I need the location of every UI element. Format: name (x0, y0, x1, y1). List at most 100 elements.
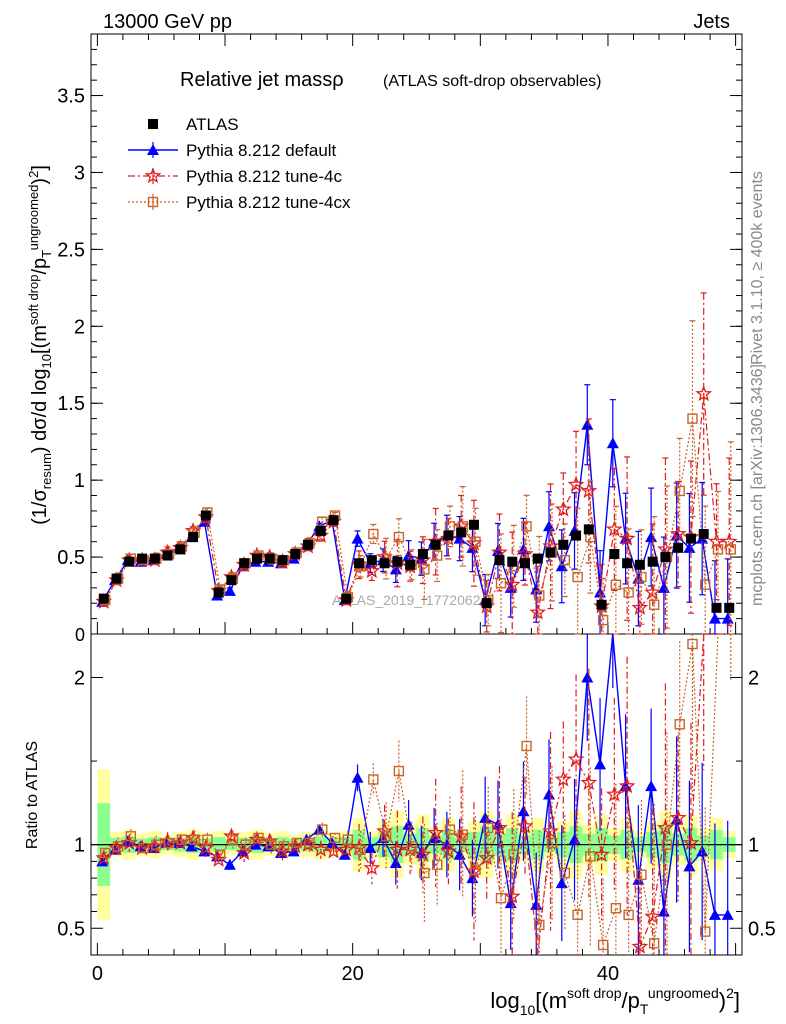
data-point (465, 534, 483, 551)
ratio-point (223, 858, 236, 870)
data-point (363, 562, 381, 579)
ratio-point (542, 822, 559, 839)
ratio-point (235, 844, 253, 861)
data-point (481, 598, 492, 609)
data-point (341, 593, 352, 604)
ratio-point (623, 909, 634, 921)
data-point (631, 598, 649, 615)
data-point (402, 549, 415, 561)
main-ytick-label: 1.5 (57, 393, 85, 415)
data-point (264, 553, 275, 564)
ratio-point (189, 834, 200, 845)
ratio-point (495, 892, 507, 904)
data-point (700, 579, 711, 590)
data-point (610, 579, 622, 590)
data-point (405, 559, 416, 570)
data-point (389, 563, 402, 575)
legend-label: Pythia 8.212 default (186, 141, 337, 160)
data-point (149, 553, 160, 564)
legend-entry-atlas: ATLAS (148, 115, 239, 134)
ratio-point (491, 819, 508, 836)
ratio-point (610, 902, 622, 914)
data-point (674, 485, 685, 497)
data-point (495, 578, 507, 589)
ratio-point (325, 842, 342, 859)
ratio-point (572, 909, 583, 921)
legend-entry-pythia-8-212-default: Pythia 8.212 default (128, 141, 337, 160)
ratio-series-line (105, 633, 731, 946)
ratio-point (304, 837, 315, 849)
xtick-label: 40 (597, 963, 619, 985)
ratio-point (317, 824, 328, 835)
legend-marker (147, 196, 159, 208)
ratio-point (380, 831, 392, 842)
data-point (558, 539, 569, 550)
data-point (725, 544, 736, 555)
ratio-point (389, 857, 402, 869)
ratio-point (312, 840, 330, 857)
data-point (453, 532, 466, 544)
xtick-label: 0 (92, 963, 103, 985)
ratio-ytick-label: 0.5 (57, 918, 85, 940)
legend-label: ATLAS (186, 115, 239, 134)
ratio-point (427, 824, 444, 841)
data-point (175, 544, 186, 555)
data-point (98, 593, 109, 604)
data-point (468, 519, 479, 530)
data-point (223, 584, 236, 596)
ratio-point (337, 840, 355, 857)
data-point (124, 556, 135, 567)
legend-entry-pythia-8-212-tune-4cx: Pythia 8.212 tune-4cx (128, 193, 351, 212)
ratio-series-line (103, 633, 730, 956)
ratio-point (355, 844, 366, 855)
ratio-point (364, 842, 377, 853)
main-ytick-zero: 0 (75, 625, 85, 645)
data-point (567, 476, 585, 492)
ratio-point (363, 859, 381, 876)
data-point (200, 510, 211, 521)
data-point (379, 558, 390, 569)
data-point (534, 590, 545, 601)
ratio-ylabel: Ratio to ATLAS (24, 741, 41, 849)
data-point (559, 554, 571, 566)
chart-subtitle: (ATLAS soft-drop observables) (383, 73, 601, 90)
ratio-point (669, 809, 687, 826)
data-point (669, 525, 687, 542)
data-point (393, 531, 405, 543)
ratio-point (555, 877, 568, 889)
ratio-point (700, 926, 711, 937)
main-ylabel: (1/σresum) dσ/d log10[(msoft drop/pTungr… (26, 165, 54, 525)
data-point (290, 549, 301, 559)
ratio-point (661, 839, 673, 850)
data-point (520, 558, 530, 569)
ratio-point (645, 780, 658, 792)
ratio-point (585, 851, 596, 862)
data-point (440, 529, 457, 546)
data-point (368, 528, 379, 540)
data-point (712, 544, 724, 555)
ratio-point (721, 908, 734, 920)
main-panel-axes: 0.5 1 1.5 2 2.5 3 3.5 0 (57, 33, 743, 645)
ratio-point (508, 849, 519, 860)
watermark: ATLAS_2019_I1772062 (332, 592, 481, 608)
ratio-point (470, 864, 481, 875)
ratio-point (683, 860, 696, 872)
ratio-point (402, 818, 415, 830)
ratio-point (534, 919, 545, 931)
ratio-point (278, 841, 290, 852)
ratio-point (274, 842, 291, 859)
legend-label: Pythia 8.212 tune-4c (186, 167, 342, 186)
rivet-side-label: Rivet 3.1.10, ≥ 400k events (749, 171, 766, 365)
ratio-point (431, 859, 443, 870)
ratio-point (112, 841, 124, 852)
data-point (554, 500, 572, 517)
ratio-point (286, 837, 304, 854)
ratio-point (696, 845, 709, 857)
main-ytick-label: 2.5 (57, 239, 85, 261)
ratio-point (708, 908, 721, 920)
ratio-point (227, 834, 239, 845)
data-point (647, 556, 658, 567)
data-point (188, 532, 199, 543)
data-point (580, 482, 598, 499)
